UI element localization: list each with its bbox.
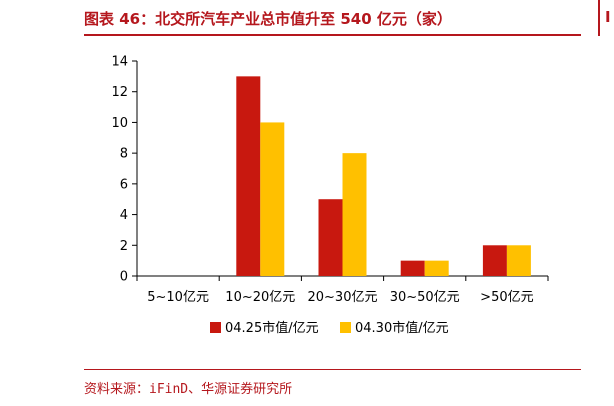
chart-bars <box>236 76 531 276</box>
bar-2 <box>342 153 367 276</box>
bar-2 <box>260 122 285 276</box>
y-tick-label: 8 <box>120 147 128 162</box>
chart-title: 图表 46：北交所汽车产业总市值升至 540 亿元（家） <box>84 10 452 28</box>
y-tick-label: 0 <box>120 270 128 285</box>
x-tick-label: >50亿元 <box>480 290 533 305</box>
y-tick-label: 2 <box>120 239 128 254</box>
source-note: 资料来源：iFinD、华源证券研究所 <box>84 382 293 397</box>
title-rule <box>84 34 581 36</box>
legend-swatch <box>210 322 221 333</box>
footer-rule <box>84 369 581 370</box>
bar-2 <box>506 245 531 276</box>
adjacent-panel-title-fragment: I <box>605 8 611 26</box>
y-tick-label: 12 <box>111 85 128 100</box>
x-tick-label: 30~50亿元 <box>390 290 460 305</box>
bar-1 <box>236 76 261 276</box>
bar-1 <box>400 260 425 276</box>
chart-axes: 0 2 4 6 8 10 12 14 5~10亿元 10~20亿元 20~30亿元 30~50亿元 >5… <box>111 55 549 305</box>
legend-label: 04.25市值/亿元 <box>225 320 319 336</box>
chart-legend: 04.25市值/亿元 04.30市值/亿元 <box>210 320 449 336</box>
adjacent-panel-rule <box>598 0 600 36</box>
bar-1 <box>482 245 507 276</box>
y-tick-label: 14 <box>111 55 128 70</box>
legend-swatch <box>340 322 351 333</box>
x-tick-label: 5~10亿元 <box>147 290 209 305</box>
y-tick-label: 4 <box>120 208 128 223</box>
x-tick-label: 10~20亿元 <box>225 290 295 305</box>
y-tick-label: 6 <box>120 177 128 192</box>
legend-label: 04.30市值/亿元 <box>355 320 449 336</box>
x-tick-label: 20~30亿元 <box>308 290 378 305</box>
y-tick-label: 10 <box>111 116 128 131</box>
bar-1 <box>318 199 343 276</box>
bar-2 <box>424 260 449 276</box>
